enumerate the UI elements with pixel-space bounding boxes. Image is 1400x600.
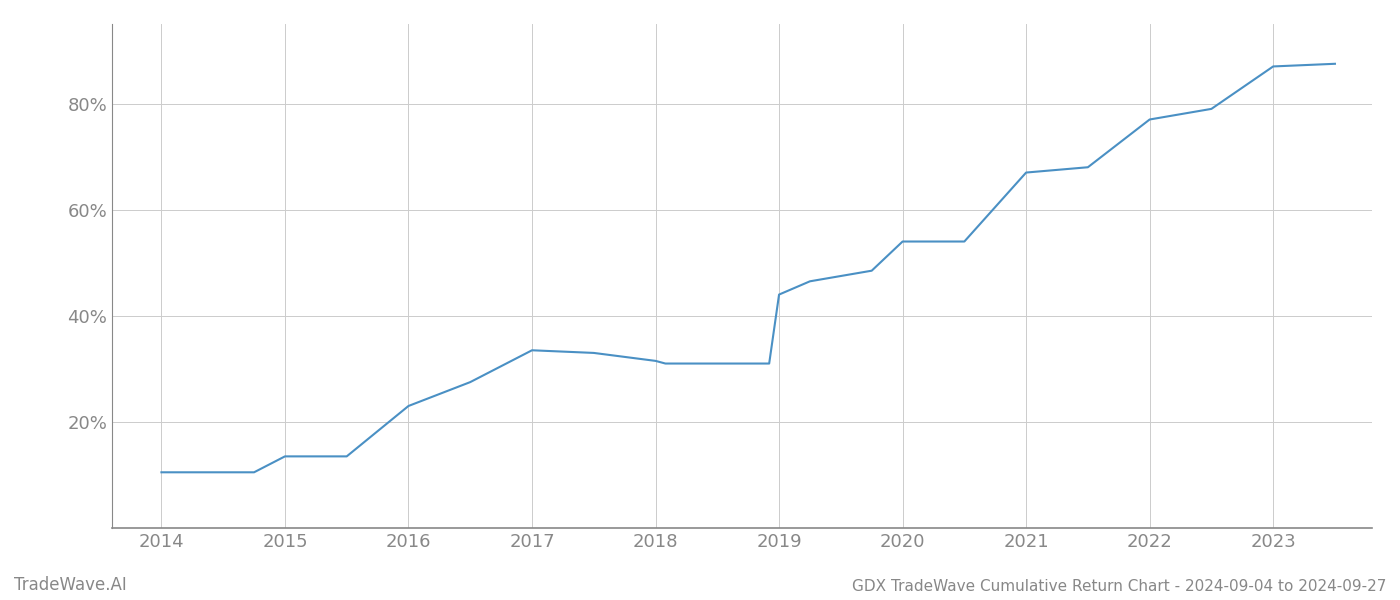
Text: TradeWave.AI: TradeWave.AI bbox=[14, 576, 127, 594]
Text: GDX TradeWave Cumulative Return Chart - 2024-09-04 to 2024-09-27: GDX TradeWave Cumulative Return Chart - … bbox=[851, 579, 1386, 594]
